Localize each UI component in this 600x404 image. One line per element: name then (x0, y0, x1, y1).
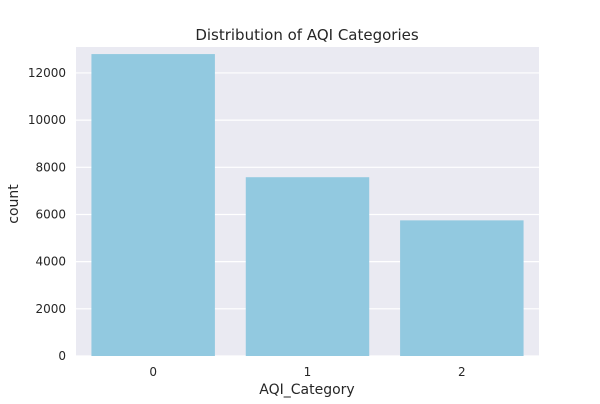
y-tick-label: 8000 (35, 160, 66, 174)
x-tick-label: 1 (304, 365, 312, 379)
x-tick-label: 0 (149, 365, 157, 379)
bar-category-1 (245, 177, 370, 356)
y-tick-label: 10000 (28, 113, 66, 127)
y-tick-label: 0 (58, 349, 66, 363)
y-tick-label: 4000 (35, 255, 66, 269)
x-axis-label: AQI_Category (259, 382, 354, 398)
y-tick-labels: 0 2000 4000 6000 8000 10000 12000 (28, 66, 66, 363)
y-tick-label: 6000 (35, 207, 66, 221)
bar-category-0 (91, 54, 215, 357)
x-tick-labels: 0 1 2 (149, 365, 465, 379)
chart-title: Distribution of AQI Categories (195, 26, 419, 44)
y-axis-label: count (6, 184, 22, 224)
y-tick-label: 2000 (35, 302, 66, 316)
bars (91, 54, 524, 357)
x-tick-label: 2 (458, 365, 466, 379)
bar-category-2 (400, 220, 524, 356)
y-tick-label: 12000 (28, 66, 66, 80)
